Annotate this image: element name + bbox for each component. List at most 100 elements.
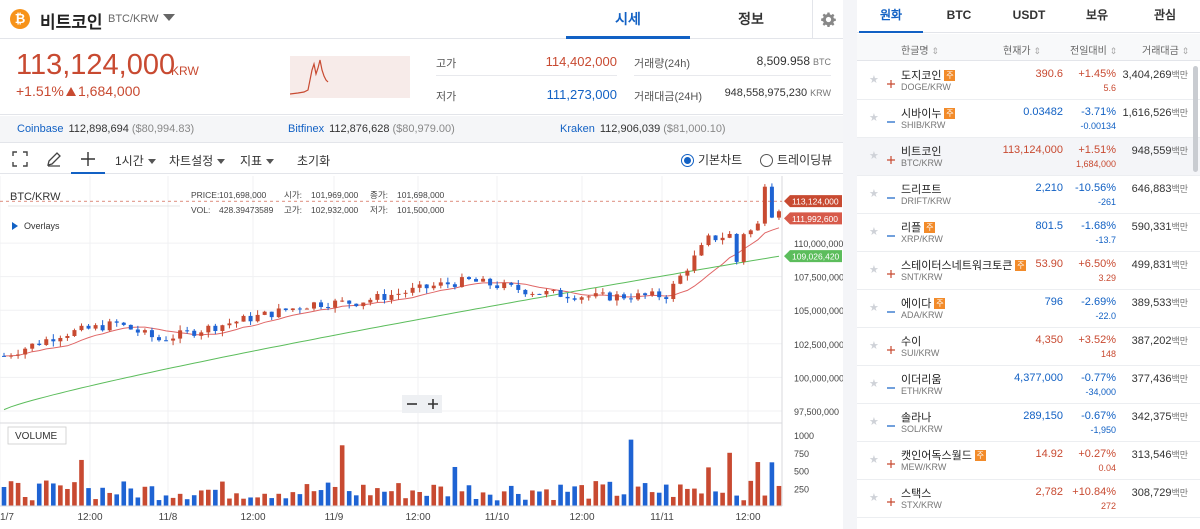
trade-value: 948,558,975,230 KRW bbox=[700, 87, 831, 99]
volume-24h: 8,509.958 BTC bbox=[700, 54, 831, 68]
candlestick-chart[interactable]: 110,000,000 107,500,000 105,000,000 102,500… bbox=[0, 176, 844, 529]
coin-change-rate: +1.45% bbox=[1078, 68, 1116, 80]
market-row[interactable]: ★ 캣인어독스월드 주 MEW/KRW 14.92 +0.27% 0.04 313,546백만 bbox=[857, 442, 1200, 480]
star-icon[interactable]: ★ bbox=[869, 302, 879, 314]
volume-bar bbox=[607, 481, 613, 506]
candle-body bbox=[128, 324, 133, 330]
volume-bar bbox=[29, 500, 35, 506]
tab-quote[interactable]: 시세 bbox=[566, 0, 690, 39]
coin-volume: 308,729백만 bbox=[1132, 486, 1188, 499]
volume-bar bbox=[149, 486, 155, 506]
market-row[interactable]: ★ 드리프트 DRIFT/KRW 2,210 -10.56% -261 646,883백만 bbox=[857, 176, 1200, 214]
x-tick-label: 12:00 bbox=[405, 512, 430, 523]
ma-long-tag-text: 109,026,420 bbox=[792, 252, 840, 262]
draw-tool-button[interactable] bbox=[37, 144, 71, 174]
exchange-name[interactable]: Bitfinex bbox=[288, 123, 325, 135]
coin-pair: DRIFT/KRW bbox=[901, 196, 951, 206]
column-price[interactable]: 현재가 ⇕ bbox=[1003, 42, 1041, 57]
ma-short-tag-bg bbox=[784, 212, 842, 225]
market-row[interactable]: ★ 수이 SUI/KRW 4,350 +3.52% 148 387,202백만 bbox=[857, 328, 1200, 366]
column-volume[interactable]: 거래대금 ⇕ bbox=[1142, 42, 1189, 57]
market-row[interactable]: ★ 스택스 STX/KRW 2,782 +10.84% 272 308,729백만 bbox=[857, 480, 1200, 518]
tab-info[interactable]: 정보 bbox=[738, 11, 764, 27]
volume-bar bbox=[86, 488, 91, 506]
candle-body bbox=[636, 293, 641, 300]
tab-btc[interactable]: BTC bbox=[946, 8, 972, 22]
volume-bar bbox=[368, 495, 373, 506]
star-icon[interactable]: ★ bbox=[869, 74, 879, 86]
chart-toolbar: 1시간 차트설정 지표 초기화 기본차트 트레이딩뷰 bbox=[0, 144, 843, 174]
volume-bar bbox=[65, 488, 70, 506]
star-icon[interactable]: ★ bbox=[869, 454, 879, 466]
column-name[interactable]: 한글명 ⇕ bbox=[901, 42, 939, 57]
expand-arrow-icon bbox=[12, 222, 18, 230]
coin-volume-value: 308,729 bbox=[1131, 487, 1172, 499]
x-tick-label: 12:00 bbox=[240, 512, 265, 523]
candle-body bbox=[30, 343, 35, 349]
volume-bar bbox=[431, 484, 437, 506]
current-price: 113,124,000 bbox=[16, 49, 176, 81]
fullscreen-button[interactable] bbox=[3, 144, 37, 174]
exchange-name[interactable]: Coinbase bbox=[17, 123, 64, 135]
candle-body bbox=[650, 291, 655, 296]
candle-body bbox=[452, 284, 457, 287]
caret-down-icon[interactable] bbox=[163, 14, 175, 21]
market-row[interactable]: ★ 시바이누 주 SHIB/KRW 0.03482 -3.71% -0.00134 1,616… bbox=[857, 100, 1200, 138]
star-icon[interactable]: ★ bbox=[869, 112, 879, 124]
exchange-name[interactable]: Kraken bbox=[560, 123, 595, 135]
market-row[interactable]: ★ 도지코인 주 DOGE/KRW 390.6 +1.45% 5.6 3,404,269백만 bbox=[857, 62, 1200, 100]
star-icon[interactable]: ★ bbox=[869, 150, 879, 162]
basic-chart-radio[interactable]: 기본차트 bbox=[681, 151, 742, 168]
tab-usdt[interactable]: USDT bbox=[1012, 8, 1046, 22]
star-icon[interactable]: ★ bbox=[869, 188, 879, 200]
chevron-down-icon bbox=[266, 159, 275, 165]
market-row[interactable]: ★ 솔라나 SOL/KRW 289,150 -0.67% -1,950 342,375백만 bbox=[857, 404, 1200, 442]
settings-button[interactable] bbox=[812, 0, 843, 39]
ma-long-line bbox=[3, 255, 780, 411]
indicators-select[interactable]: 지표 bbox=[240, 152, 275, 169]
warning-badge: 주 bbox=[944, 108, 956, 119]
volume-bar bbox=[466, 485, 472, 506]
star-icon[interactable]: ★ bbox=[869, 264, 879, 276]
market-row[interactable]: ★ 리플 주 XRP/KRW 801.5 -1.68% -13.7 590,331백만 bbox=[857, 214, 1200, 252]
price-chart[interactable]: 110,000,000 107,500,000 105,000,000 102,500… bbox=[0, 176, 844, 529]
coin-name[interactable]: 비트코인 bbox=[40, 13, 103, 32]
coin-price: 390.6 bbox=[1035, 68, 1063, 80]
volume-bar bbox=[325, 482, 331, 506]
market-row[interactable]: ★ 에이다 주 ADA/KRW 796 -2.69% -22.0 389,533백만 bbox=[857, 290, 1200, 328]
star-icon[interactable]: ★ bbox=[869, 416, 879, 428]
star-icon[interactable]: ★ bbox=[869, 492, 879, 504]
candle-body bbox=[37, 343, 42, 345]
radio-selected-icon bbox=[681, 154, 694, 168]
chart-settings-select[interactable]: 차트설정 bbox=[169, 152, 226, 169]
star-icon[interactable]: ★ bbox=[869, 340, 879, 352]
candle-body bbox=[255, 314, 260, 322]
volume-bar bbox=[403, 498, 408, 506]
pencil-icon bbox=[47, 152, 61, 167]
volume-bar bbox=[318, 490, 324, 506]
coin-price: 801.5 bbox=[1035, 220, 1063, 232]
tradingview-radio[interactable]: 트레이딩뷰 bbox=[760, 151, 832, 168]
tab-krw[interactable]: 원화 bbox=[859, 0, 923, 33]
candle-body bbox=[643, 293, 648, 296]
column-change[interactable]: 전일대비 ⇕ bbox=[1070, 42, 1117, 57]
market-row[interactable]: ★ 이더리움 ETH/KRW 4,377,000 -0.77% -34,000 377,43… bbox=[857, 366, 1200, 404]
crosshair-button[interactable] bbox=[71, 144, 105, 174]
coin-volume-value: 313,546 bbox=[1131, 449, 1172, 461]
interval-select[interactable]: 1시간 bbox=[115, 152, 156, 169]
coin-change-amount: -34,000 bbox=[1085, 387, 1116, 397]
reset-button[interactable]: 초기화 bbox=[297, 154, 331, 168]
coin-name: 에이다 주 bbox=[901, 295, 946, 311]
star-icon[interactable]: ★ bbox=[869, 226, 879, 238]
market-row[interactable]: ★ 비트코인 BTC/KRW 113,124,000 +1.51% 1,684,000 94… bbox=[857, 138, 1200, 176]
tab-holdings[interactable]: 보유 bbox=[1085, 8, 1109, 22]
tab-favorites[interactable]: 관심 bbox=[1153, 8, 1177, 22]
coin-pair[interactable]: BTC/KRW bbox=[108, 13, 159, 25]
coin-volume-unit: 백만 bbox=[1171, 222, 1188, 232]
candle-body bbox=[530, 293, 535, 295]
star-icon[interactable]: ★ bbox=[869, 378, 879, 390]
plus-icon bbox=[887, 151, 895, 164]
market-list-scrollbar[interactable] bbox=[1193, 66, 1198, 172]
coin-price: 4,350 bbox=[1035, 334, 1063, 346]
market-row[interactable]: ★ 스테이터스네트워크토큰 주 SNT/KRW 53.90 +6.50% 3.29 499,8… bbox=[857, 252, 1200, 290]
